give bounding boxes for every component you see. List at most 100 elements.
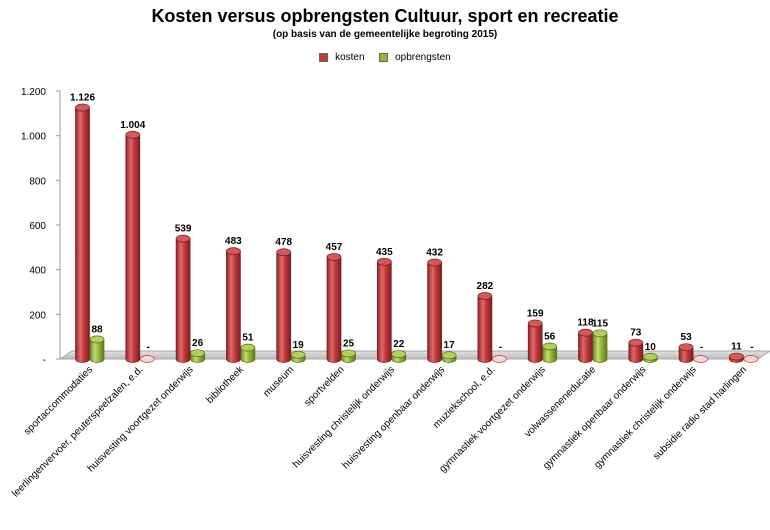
bar-opbrengsten-4 <box>290 350 306 363</box>
y-tick-label: 1.000 <box>21 132 46 143</box>
x-tick-label: bibliotheek <box>204 364 246 406</box>
legend: kosten opbrengsten <box>0 52 770 63</box>
bar-kosten-10-body <box>578 332 593 363</box>
data-label-kosten: 282 <box>477 281 494 292</box>
data-label-kosten: 478 <box>275 237 292 248</box>
bar-opbrengsten-10-body <box>592 333 608 363</box>
bar-opbrengsten-empty-1 <box>139 355 155 363</box>
bar-kosten-8 <box>477 292 493 363</box>
data-label-kosten: 53 <box>681 332 693 343</box>
bar-kosten-0 <box>75 103 90 363</box>
x-tick-label: subsidie radio stad harlingen <box>651 364 749 462</box>
bar-opbrengsten-6-top <box>391 350 407 358</box>
bar-opbrengsten-10-top <box>592 329 608 338</box>
bar-kosten-7-top <box>427 258 442 267</box>
bar-opbrengsten-6 <box>391 350 407 363</box>
bar-kosten-13 <box>729 352 744 363</box>
data-label-kosten: 73 <box>630 328 642 339</box>
data-label-kosten: 1.004 <box>120 120 145 131</box>
y-tick-label: 400 <box>29 266 46 277</box>
legend-label-kosten: kosten <box>335 52 365 63</box>
data-label-opbrengsten: 88 <box>91 324 103 335</box>
y-tick-label: 600 <box>29 221 46 232</box>
bar-opbrengsten-empty-12 <box>693 355 708 363</box>
bar-kosten-7-body <box>427 262 442 363</box>
bar-opbrengsten-5-top <box>341 349 356 358</box>
bar-opbrengsten-0-top <box>89 335 105 344</box>
chart-title: Kosten versus opbrengsten Cultuur, sport… <box>151 6 619 26</box>
bar-kosten-10 <box>578 328 593 363</box>
bar-kosten-8-top <box>477 292 493 300</box>
data-label-opbrengsten: 25 <box>343 338 355 349</box>
bar-kosten-5 <box>326 253 342 363</box>
bar-opbrengsten-10 <box>592 329 608 363</box>
bar-kosten-3 <box>226 247 241 363</box>
bar-opbrengsten-2 <box>190 349 205 363</box>
data-label-kosten: 1.126 <box>70 93 95 104</box>
bar-kosten-3-top <box>226 247 241 255</box>
bar-opbrengsten-11 <box>642 352 658 363</box>
bar-kosten-0-body <box>75 107 90 363</box>
data-label-opbrengsten: - <box>750 342 753 353</box>
bar-opbrengsten-0 <box>89 335 105 363</box>
bar-opbrengsten-7 <box>441 351 457 363</box>
data-label-kosten: 159 <box>527 308 544 319</box>
data-label-opbrengsten: 17 <box>444 340 456 351</box>
data-label-kosten: 539 <box>175 224 192 235</box>
bar-kosten-7 <box>427 258 442 363</box>
bar-kosten-5-body <box>326 256 342 363</box>
legend-swatch-kosten <box>319 52 329 62</box>
data-label-opbrengsten: 26 <box>192 338 204 349</box>
bar-opbrengsten-3-top <box>240 343 256 352</box>
legend-swatch-opbrengsten <box>379 52 389 62</box>
bar-kosten-5-top <box>326 253 342 261</box>
data-label-opbrengsten: 115 <box>592 318 609 329</box>
x-tick-label: museum <box>261 364 296 399</box>
bar-kosten-13-top <box>729 352 744 361</box>
bar-opbrengsten-9 <box>542 342 558 363</box>
data-label-kosten: 432 <box>426 248 443 259</box>
bar-opbrengsten-9-top <box>542 342 558 351</box>
data-label-opbrengsten: - <box>147 342 150 353</box>
data-label-opbrengsten: 51 <box>242 333 254 344</box>
bar-kosten-2-body <box>175 238 191 363</box>
bar-kosten-4-top <box>276 248 292 257</box>
bar-kosten-6-top <box>376 258 392 266</box>
y-tick-label: 1.200 <box>21 87 46 98</box>
bar-opbrengsten-4-top <box>290 350 306 359</box>
bar-kosten-12 <box>678 343 694 363</box>
bar-opbrengsten-7-top <box>441 351 457 360</box>
x-tick-label: gymnastiek voortgezet onderwijs <box>437 364 547 474</box>
bar-opbrengsten-5 <box>341 349 356 363</box>
data-label-opbrengsten: 56 <box>544 331 556 342</box>
data-label-kosten: 457 <box>326 242 343 253</box>
data-label-kosten: 118 <box>577 318 594 329</box>
data-label-opbrengsten: 10 <box>645 342 657 353</box>
y-tick-label: 200 <box>29 310 46 321</box>
bar-kosten-4-body <box>276 252 292 363</box>
bar-kosten-8-body <box>477 295 493 363</box>
bar-kosten-2-top <box>175 234 191 243</box>
x-tick-label: gymnastiek openbaar onderwijs <box>541 364 648 471</box>
bar-kosten-9 <box>527 319 543 363</box>
bar-kosten-11 <box>628 338 644 363</box>
bar-kosten-1 <box>125 130 141 363</box>
bar-opbrengsten-11-top <box>642 352 658 361</box>
x-tick-label: huisvesting openbaar onderwijs <box>340 364 447 471</box>
bar-kosten-1-top <box>125 130 141 139</box>
bar-kosten-6-body <box>376 261 392 363</box>
bar-opbrengsten-2-top <box>190 349 205 358</box>
bar-kosten-2 <box>175 234 191 363</box>
chart-floor <box>58 350 770 360</box>
legend-label-opbrengsten: opbrengsten <box>395 52 451 63</box>
data-label-kosten: 483 <box>225 236 242 247</box>
bar-kosten-4 <box>276 248 292 363</box>
bar-opbrengsten-3 <box>240 343 256 363</box>
bar-opbrengsten-empty-8 <box>492 355 507 363</box>
bar-kosten-1-body <box>125 134 141 363</box>
bar-kosten-3-body <box>226 251 241 363</box>
bar-kosten-12-top <box>678 343 694 352</box>
data-label-opbrengsten: 19 <box>293 340 305 351</box>
x-tick-label: huisvesting voortgezet onderwijs <box>86 364 196 474</box>
y-tick-label: - <box>43 355 46 366</box>
